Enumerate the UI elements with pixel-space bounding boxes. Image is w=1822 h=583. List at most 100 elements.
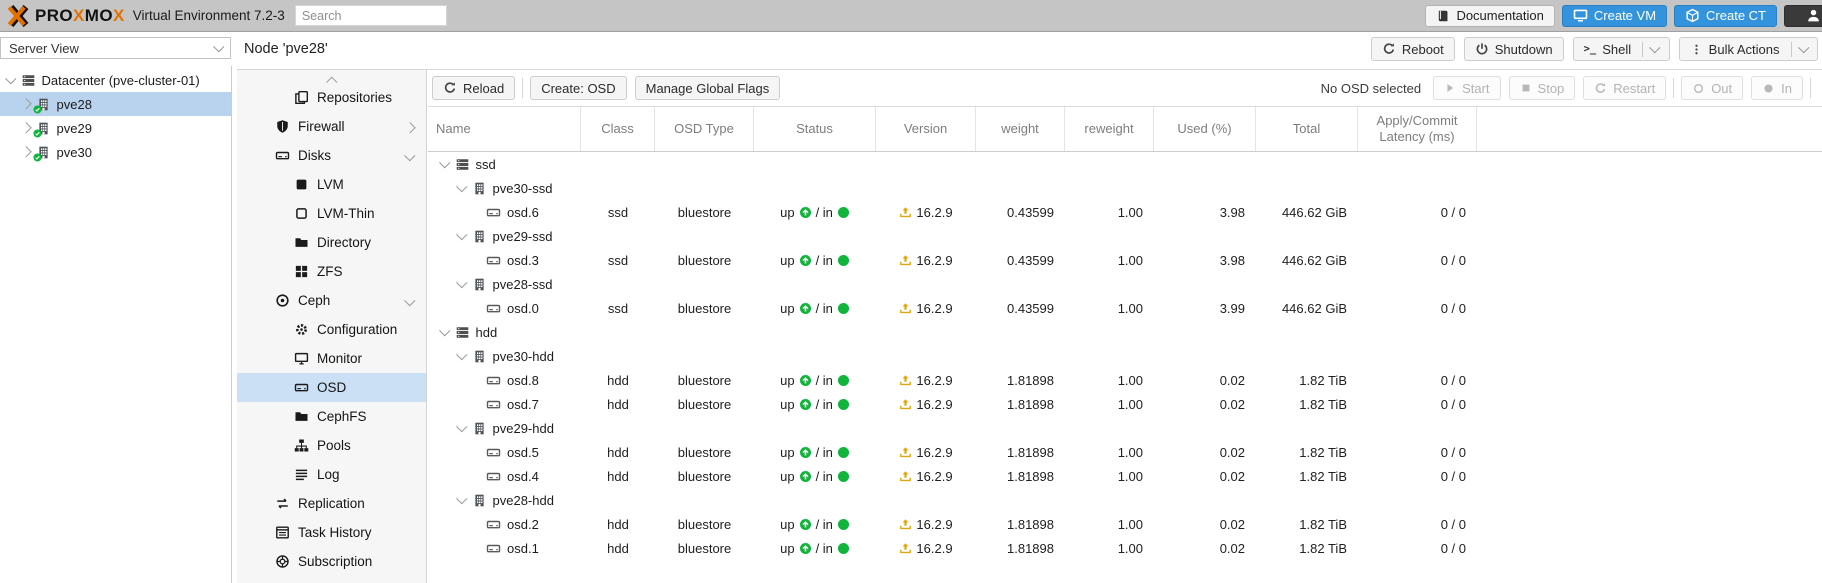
- column-header-apply-commit-latency-ms[interactable]: Apply/Commit Latency (ms): [1358, 107, 1477, 151]
- version-cell: 16.2.9: [876, 541, 976, 556]
- row-name: osd.0: [507, 300, 539, 316]
- host-row-pve30-hdd[interactable]: pve30-hdd: [428, 344, 1822, 368]
- column-header-name[interactable]: Name: [428, 107, 581, 151]
- chevron-down-icon[interactable]: [1797, 42, 1809, 53]
- chevron-down-icon[interactable]: [5, 73, 17, 84]
- manage-global-flags-button[interactable]: Manage Global Flags: [634, 76, 781, 100]
- chevron-right-icon[interactable]: [403, 122, 415, 134]
- restart-button[interactable]: Restart: [1583, 76, 1667, 100]
- chevron-down-icon[interactable]: [456, 421, 468, 432]
- osd-row-osd-6[interactable]: osd.6 ssd bluestore up / in 16.2.9 0.43599 1.00…: [428, 200, 1822, 224]
- column-header-osd-type[interactable]: OSD Type: [655, 107, 754, 151]
- chevron-down-icon[interactable]: [403, 150, 415, 161]
- status-up-label: up: [780, 204, 795, 220]
- osd-row-osd-2[interactable]: osd.2 hdd bluestore up / in 16.2.9 1.81898 1.00…: [428, 512, 1822, 536]
- search-input[interactable]: [294, 5, 447, 26]
- host-row-pve29-hdd[interactable]: pve29-hdd: [428, 416, 1822, 440]
- column-header-status[interactable]: Status: [754, 107, 876, 151]
- menu-item-disks[interactable]: Disks: [237, 141, 426, 170]
- menu-item-task-history[interactable]: Task History: [237, 518, 426, 547]
- start-button[interactable]: Start: [1433, 76, 1501, 100]
- column-header-version[interactable]: Version: [876, 107, 976, 151]
- documentation-button[interactable]: Documentation: [1425, 4, 1555, 27]
- bulk-actions-button[interactable]: Bulk Actions: [1678, 37, 1818, 61]
- create-osd-button[interactable]: Create: OSD: [530, 76, 627, 100]
- chevron-down-icon[interactable]: [456, 181, 468, 192]
- host-row-pve28-ssd[interactable]: pve28-ssd: [428, 272, 1822, 296]
- chevron-right-icon[interactable]: [20, 98, 32, 110]
- column-header-class[interactable]: Class: [581, 107, 655, 151]
- menu-item-configuration[interactable]: Configuration: [237, 315, 426, 344]
- host-row-pve28-hdd[interactable]: pve28-hdd: [428, 488, 1822, 512]
- create-vm-button[interactable]: Create VM: [1561, 4, 1668, 27]
- out-button[interactable]: Out: [1681, 76, 1744, 100]
- menu-item-ceph[interactable]: Ceph: [237, 286, 426, 315]
- osd-row-osd-4[interactable]: osd.4 hdd bluestore up / in 16.2.9 1.81898 1.00…: [428, 464, 1822, 488]
- tree-item-pve29[interactable]: pve29: [0, 116, 231, 140]
- status-up-label: up: [780, 468, 795, 484]
- chevron-down-icon[interactable]: [456, 229, 468, 240]
- menu-scroll-up[interactable]: [237, 70, 426, 88]
- tree-item-datacenter-pve-cluster-01[interactable]: Datacenter (pve-cluster-01): [0, 68, 231, 92]
- shell-button[interactable]: >_ Shell: [1572, 37, 1670, 61]
- chevron-down-icon[interactable]: [456, 493, 468, 504]
- chevron-down-icon[interactable]: [456, 277, 468, 288]
- menu-item-label: Directory: [317, 235, 372, 250]
- host-row-pve29-ssd[interactable]: pve29-ssd: [428, 224, 1822, 248]
- shutdown-label: Shutdown: [1494, 41, 1553, 57]
- menu-item-directory[interactable]: Directory: [237, 228, 426, 257]
- status-cell: up / in: [754, 253, 876, 268]
- osd-row-osd-1[interactable]: osd.1 hdd bluestore up / in 16.2.9 1.81898 1.00…: [428, 536, 1822, 560]
- shutdown-button[interactable]: Shutdown: [1463, 37, 1564, 61]
- group-row-hdd[interactable]: hdd: [428, 320, 1822, 344]
- stop-button[interactable]: Stop: [1508, 76, 1576, 100]
- user-menu-button[interactable]: [1784, 4, 1822, 27]
- menu-item-label: Pools: [317, 438, 351, 453]
- menu-item-subscription[interactable]: Subscription: [237, 547, 426, 576]
- chevron-down-icon[interactable]: [403, 295, 415, 306]
- tree-item-pve30[interactable]: pve30: [0, 140, 231, 164]
- column-header-reweight[interactable]: reweight: [1065, 107, 1154, 151]
- tree-item-pve28[interactable]: pve28: [0, 92, 231, 116]
- status-cell: up / in: [754, 517, 876, 532]
- chevron-down-icon[interactable]: [439, 325, 451, 336]
- menu-item-cephfs[interactable]: CephFS: [237, 402, 426, 431]
- reload-label: Reload: [463, 80, 505, 96]
- chevron-down-icon[interactable]: [1649, 42, 1661, 53]
- menu-item-monitor[interactable]: Monitor: [237, 344, 426, 373]
- osd-row-osd-0[interactable]: osd.0 ssd bluestore up / in 16.2.9 0.43599 1.00…: [428, 296, 1822, 320]
- menu-item-firewall[interactable]: Firewall: [237, 112, 426, 141]
- column-header-total[interactable]: Total: [1256, 107, 1358, 151]
- osd-row-osd-3[interactable]: osd.3 ssd bluestore up / in 16.2.9 0.43599 1.00…: [428, 248, 1822, 272]
- menu-item-osd[interactable]: OSD: [237, 373, 426, 402]
- create-ct-button[interactable]: Create CT: [1674, 4, 1777, 27]
- power-icon: [1475, 42, 1489, 56]
- status-up-icon: [799, 542, 812, 555]
- host-row-pve30-ssd[interactable]: pve30-ssd: [428, 176, 1822, 200]
- osd-row-osd-5[interactable]: osd.5 hdd bluestore up / in 16.2.9 1.81898 1.00…: [428, 440, 1822, 464]
- status-in-label: / in: [815, 396, 833, 412]
- osd-row-osd-8[interactable]: osd.8 hdd bluestore up / in 16.2.9 1.81898 1.00…: [428, 368, 1822, 392]
- in-button[interactable]: In: [1751, 76, 1803, 100]
- reboot-button[interactable]: Reboot: [1370, 37, 1455, 61]
- group-row-ssd[interactable]: ssd: [428, 152, 1822, 176]
- reload-button[interactable]: Reload: [432, 76, 516, 100]
- osd-row-osd-7[interactable]: osd.7 hdd bluestore up / in 16.2.9 1.81898 1.00…: [428, 392, 1822, 416]
- menu-item-pools[interactable]: Pools: [237, 431, 426, 460]
- menu-item-lvm-thin[interactable]: LVM-Thin: [237, 199, 426, 228]
- column-header-used[interactable]: Used (%): [1154, 107, 1256, 151]
- latency-cell: 0 / 0: [1440, 372, 1466, 388]
- osd-type-cell: bluestore: [677, 300, 732, 316]
- chevron-right-icon[interactable]: [20, 146, 32, 158]
- chevron-down-icon[interactable]: [456, 349, 468, 360]
- menu-item-lvm[interactable]: LVM: [237, 170, 426, 199]
- menu-item-repositories[interactable]: Repositories: [237, 83, 426, 112]
- column-header-weight[interactable]: weight: [976, 107, 1065, 151]
- chevron-down-icon[interactable]: [439, 157, 451, 168]
- view-selector[interactable]: Server View: [0, 37, 231, 59]
- menu-item-log[interactable]: Log: [237, 460, 426, 489]
- menu-item-zfs[interactable]: ZFS: [237, 257, 426, 286]
- chevron-right-icon[interactable]: [20, 122, 32, 134]
- menu-item-replication[interactable]: Replication: [237, 489, 426, 518]
- total-cell: 1.82 TiB: [1299, 540, 1347, 556]
